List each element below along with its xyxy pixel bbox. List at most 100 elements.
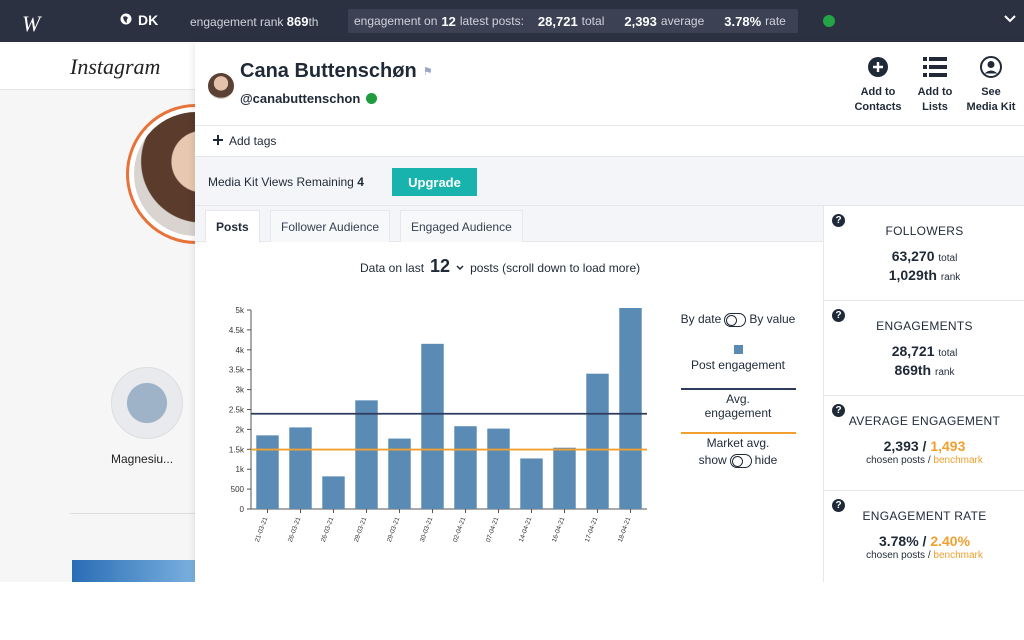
x-tick-label: 14-04-21 xyxy=(518,516,534,543)
legend-market-avg: Market avg. xyxy=(706,435,770,450)
stats-column: ? FOLLOWERS 63,270 total 1,029th rank ? E… xyxy=(823,206,1024,582)
plus-icon xyxy=(213,134,223,148)
x-tick-label: 02-04-21 xyxy=(452,516,468,543)
y-tick-label: 2k xyxy=(236,425,245,434)
see-media-kit-button[interactable]: See Media Kit xyxy=(956,56,1024,115)
market-line-swatch xyxy=(680,431,796,434)
y-tick-label: 3.5k xyxy=(229,366,245,375)
region-code: DK xyxy=(138,12,159,28)
bar-5 xyxy=(388,438,411,509)
tab-engaged-audience[interactable]: Engaged Audience xyxy=(400,210,523,242)
media-kit-views-remaining: Media Kit Views Remaining 4 xyxy=(208,175,364,189)
help-icon[interactable]: ? xyxy=(832,214,845,227)
divider xyxy=(195,125,1024,126)
toggle-switch-icon[interactable] xyxy=(729,453,752,468)
flag-icon: ⚑ xyxy=(422,66,433,79)
y-tick-label: 500 xyxy=(231,485,245,494)
instagram-wordmark[interactable]: Instagram xyxy=(70,54,161,79)
legend-post-engagement: Post engagement xyxy=(690,357,786,372)
tab-follower-audience[interactable]: Follower Audience xyxy=(270,210,391,242)
tab-posts[interactable]: Posts xyxy=(205,210,260,243)
x-tick-label: 26-03-21 xyxy=(320,516,336,543)
chart-legend: By date By value Post engagement Avg. enga… xyxy=(663,312,813,468)
x-tick-label: 29-03-21 xyxy=(386,516,402,543)
bar-8 xyxy=(487,428,510,509)
engagement-summary: engagement on 12 latest posts: 28,721 tot… xyxy=(348,9,798,33)
market-avg-toggle[interactable]: show hide xyxy=(698,452,778,468)
y-tick-label: 4.5k xyxy=(229,326,245,335)
y-tick-label: 4k xyxy=(236,346,245,355)
tab-bar: Posts Follower Audience Engaged Audience xyxy=(195,206,823,243)
media-kit-bar: Media Kit Views Remaining 4 Upgrade xyxy=(195,156,1024,206)
bar-11 xyxy=(586,373,609,509)
online-status-icon xyxy=(366,93,378,104)
y-tick-label: 1.5k xyxy=(229,445,245,454)
chevron-down-icon[interactable] xyxy=(456,261,464,275)
bar-1 xyxy=(256,435,279,509)
rate-chip: 3.78% rate xyxy=(718,9,792,33)
story-highlight[interactable] xyxy=(111,367,183,439)
y-tick-label: 3k xyxy=(236,386,245,395)
avg-line-swatch xyxy=(680,387,796,390)
x-tick-label: 21-03-21 xyxy=(254,516,270,543)
page-bottom xyxy=(0,582,1024,640)
bar-4 xyxy=(355,400,378,509)
x-tick-label: 30-03-21 xyxy=(419,516,435,543)
bar-12 xyxy=(619,308,642,509)
globe-icon xyxy=(120,12,132,28)
bar-7 xyxy=(454,426,477,509)
divider xyxy=(70,513,200,514)
help-icon[interactable]: ? xyxy=(832,404,845,417)
help-icon[interactable]: ? xyxy=(832,499,845,512)
y-tick-label: 5k xyxy=(236,306,245,315)
chevron-down-icon[interactable] xyxy=(1003,12,1017,31)
stat-engagement-rate: ? ENGAGEMENT RATE 3.78% / 2.40% chosen p… xyxy=(824,491,1024,586)
x-tick-label: 18-04-21 xyxy=(617,516,633,543)
region-selector[interactable]: DK xyxy=(120,12,158,28)
stat-average-engagement: ? AVERAGE ENGAGEMENT 2,393 / 1,493 chose… xyxy=(824,396,1024,491)
post-thumbnail[interactable] xyxy=(72,560,200,582)
status-dot-icon xyxy=(823,15,835,27)
avatar xyxy=(208,73,234,99)
x-tick-label: 28-03-21 xyxy=(353,516,369,543)
user-circle-icon xyxy=(956,56,1024,83)
stat-engagements: ? ENGAGEMENTS 28,721 total 869th rank xyxy=(824,301,1024,396)
average-chip: 2,393 average xyxy=(618,9,711,33)
legend-avg-engagement: Avg. engagement xyxy=(704,391,772,420)
add-circle-icon xyxy=(843,56,913,83)
help-icon[interactable]: ? xyxy=(832,309,845,322)
y-tick-label: 2.5k xyxy=(229,406,245,415)
data-range-selector: Data on last 12 posts (scroll down to lo… xyxy=(360,256,641,276)
engagement-chart: 0 500 1k 1.5k 2k 2.5k 3k 3.5k 4k 4.5k 5k 21-03-21 26… xyxy=(229,306,647,543)
top-bar: W DK engagement rank 869th engagement on… xyxy=(0,0,1024,42)
y-tick-label: 1k xyxy=(236,465,245,474)
y-tick-label: 0 xyxy=(240,505,245,514)
total-chip: 28,721 total xyxy=(531,9,611,33)
list-icon xyxy=(900,56,970,83)
engagement-rank: engagement rank 869th xyxy=(190,14,319,29)
instagram-header xyxy=(0,42,200,90)
upgrade-button[interactable]: Upgrade xyxy=(392,168,477,196)
bar-2 xyxy=(289,427,312,509)
add-to-lists-button[interactable]: Add to Lists xyxy=(900,56,970,115)
bar-3 xyxy=(322,476,345,509)
app-logo[interactable]: W xyxy=(22,11,41,36)
add-tags-button[interactable]: Add tags xyxy=(213,134,276,148)
story-highlight-label: Magnesiu... xyxy=(111,452,174,466)
toggle-switch-icon[interactable] xyxy=(724,312,747,327)
add-to-contacts-button[interactable]: Add to Contacts xyxy=(843,56,913,115)
post-count-select[interactable]: 12 xyxy=(430,256,451,276)
stat-followers: ? FOLLOWERS 63,270 total 1,029th rank xyxy=(824,206,1024,301)
profile-handle[interactable]: @canabuttenschon xyxy=(240,91,378,106)
profile-name: Cana Buttenschøn ⚑ xyxy=(240,60,433,82)
sort-toggle[interactable]: By date By value xyxy=(680,312,796,327)
x-tick-label: 17-04-21 xyxy=(584,516,600,543)
bar-10 xyxy=(553,447,576,509)
bar-6 xyxy=(421,343,444,509)
bar-9 xyxy=(520,458,543,509)
x-tick-label: 16-04-21 xyxy=(551,516,567,543)
influencer-panel: Cana Buttenschøn ⚑ @canabuttenschon Add t… xyxy=(195,42,1024,582)
x-tick-label: 07-04-21 xyxy=(485,516,501,543)
post-engagement-swatch xyxy=(733,344,743,354)
x-tick-label: 26-03-21 xyxy=(287,516,303,543)
